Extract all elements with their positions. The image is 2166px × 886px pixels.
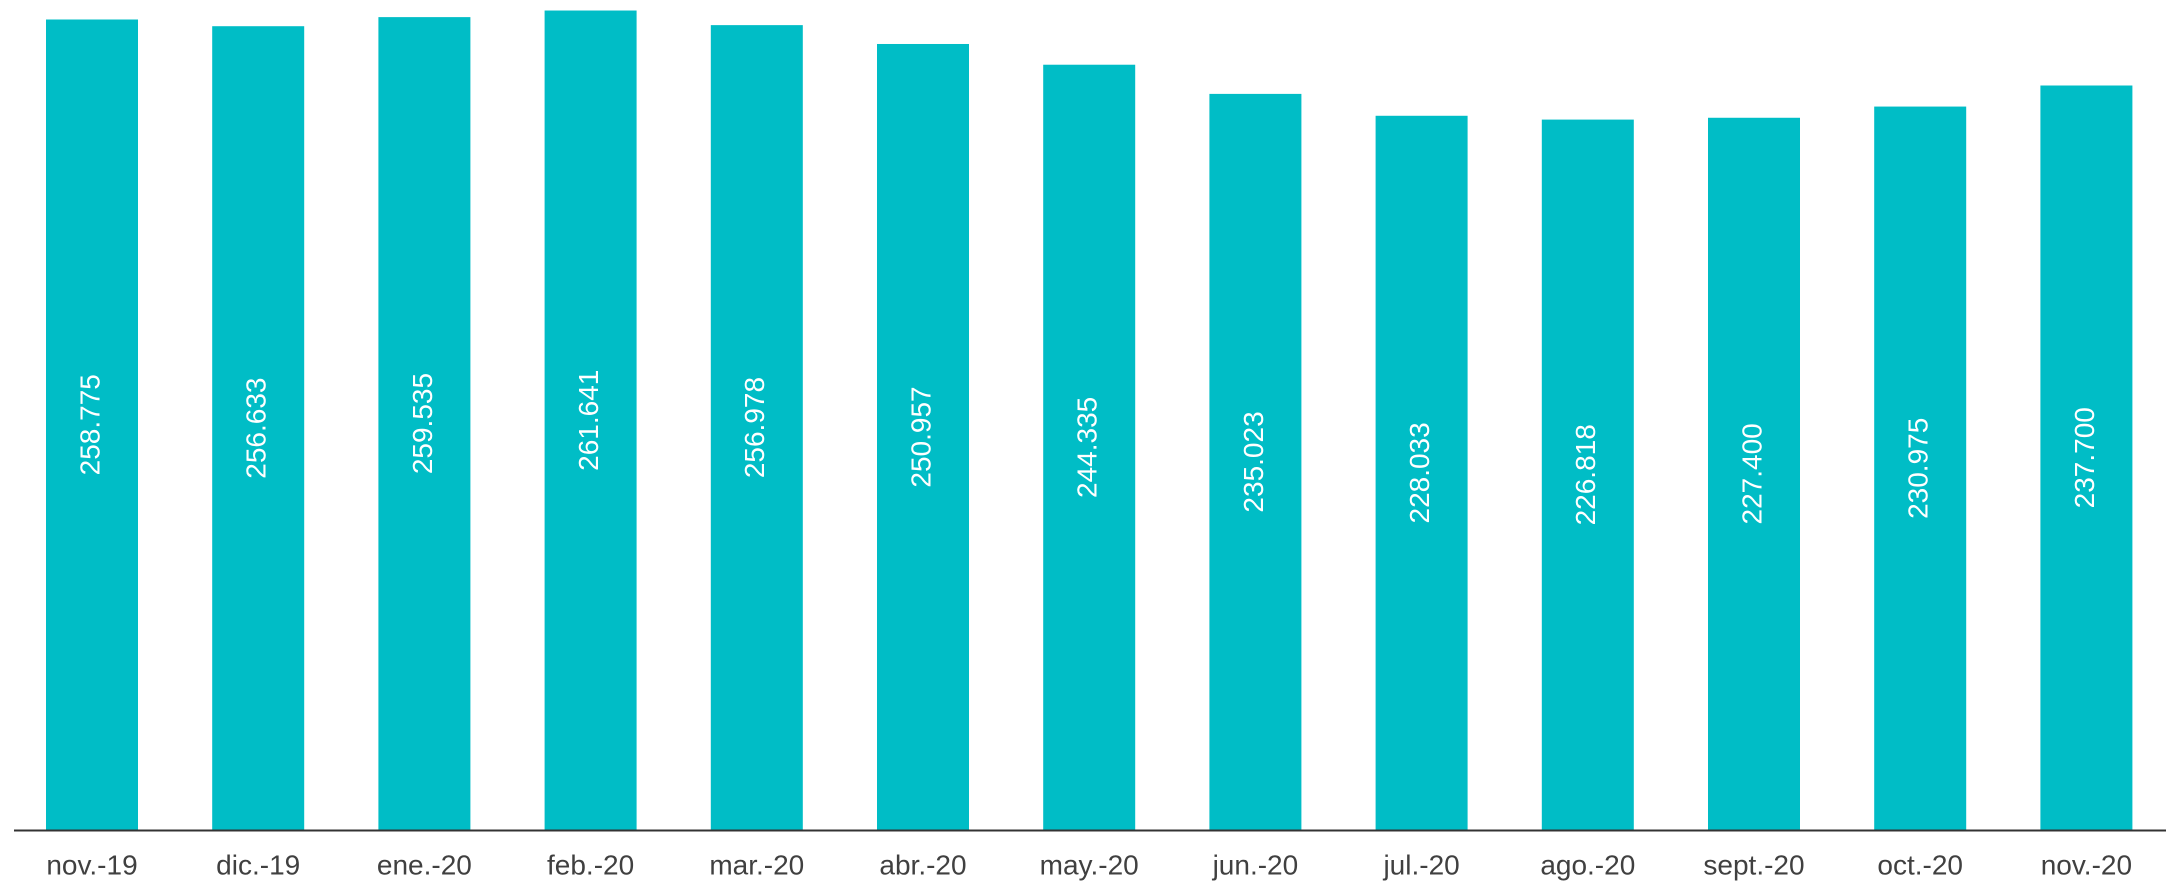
x-tick-label: mar.-20 (709, 849, 804, 880)
bar (378, 17, 471, 830)
bar (1375, 115, 1468, 830)
data-label: 256.978 (739, 377, 770, 478)
data-label: 235.023 (1238, 411, 1269, 512)
x-tick-label: oct.-20 (1877, 849, 1963, 880)
x-tick-label: nov.-19 (46, 849, 137, 880)
x-tick-label: sept.-20 (1703, 849, 1804, 880)
x-tick-label: ago.-20 (1540, 849, 1635, 880)
x-tick-label: jul.-20 (1382, 849, 1459, 880)
bar (1541, 119, 1634, 830)
bar (877, 43, 969, 830)
data-label: 256.633 (241, 377, 272, 478)
data-label: 250.957 (905, 386, 936, 487)
bar (212, 26, 305, 831)
data-label: 237.700 (2069, 407, 2100, 508)
x-tick-label: jun.-20 (1212, 849, 1299, 880)
data-label: 258.775 (74, 374, 105, 475)
x-tick-label: feb.-20 (547, 849, 634, 880)
data-label: 261.641 (573, 370, 604, 471)
bar (544, 10, 637, 831)
data-label: 226.818 (1570, 424, 1601, 525)
data-label: 259.535 (407, 373, 438, 474)
bar (1874, 106, 1967, 831)
x-tick-label: dic.-19 (216, 849, 300, 880)
bar (710, 25, 803, 831)
data-label: 228.033 (1404, 422, 1435, 523)
bar (46, 19, 138, 830)
x-tick-label: nov.-20 (2041, 849, 2132, 880)
x-tick-label: may.-20 (1040, 849, 1139, 880)
bar (1708, 117, 1800, 830)
data-label: 230.975 (1903, 418, 1934, 519)
bar (2040, 85, 2133, 830)
x-tick-label: abr.-20 (879, 849, 966, 880)
x-tick-label: ene.-20 (377, 849, 472, 880)
data-label: 227.400 (1736, 423, 1767, 524)
bar (1209, 93, 1302, 830)
data-label: 244.335 (1072, 397, 1103, 498)
bar (1043, 64, 1136, 830)
